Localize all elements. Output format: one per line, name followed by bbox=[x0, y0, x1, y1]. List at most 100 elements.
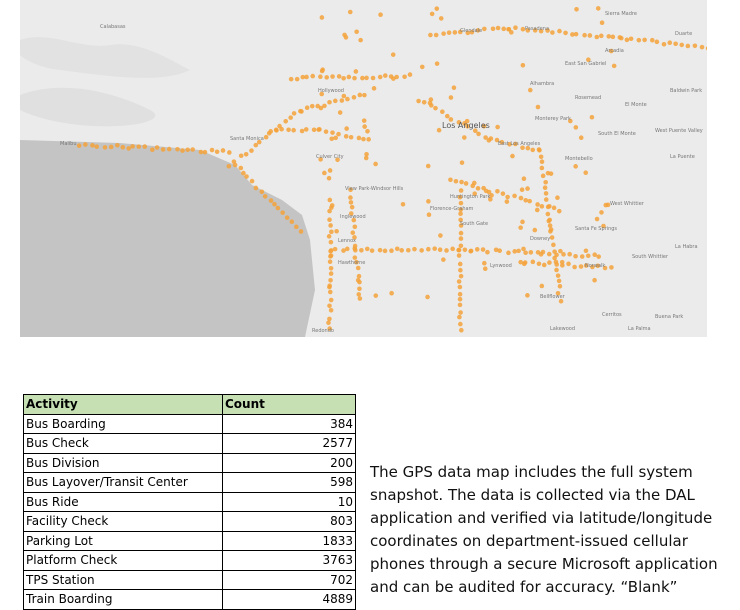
gps-dot bbox=[539, 204, 545, 209]
gps-dot bbox=[539, 165, 545, 171]
gps-dot bbox=[357, 296, 363, 301]
gps-dot bbox=[602, 265, 608, 271]
gps-dot bbox=[275, 205, 281, 211]
gps-dot bbox=[551, 242, 556, 248]
gps-dot bbox=[462, 247, 468, 253]
gps-dot bbox=[525, 186, 530, 191]
gps-dot bbox=[419, 248, 424, 253]
gps-dot bbox=[274, 128, 279, 133]
gps-map: Calabasas Glendale Pasadena Sierra Madre Dua… bbox=[20, 0, 707, 337]
gps-dot bbox=[437, 247, 443, 253]
gps-dot bbox=[348, 187, 353, 193]
gps-dot bbox=[611, 63, 617, 69]
count-cell: 4889 bbox=[222, 589, 356, 610]
gps-dot bbox=[253, 142, 259, 148]
gps-dot bbox=[329, 136, 335, 142]
gps-dot bbox=[355, 277, 361, 283]
gps-dot bbox=[457, 291, 463, 297]
place-label: Downey bbox=[530, 236, 550, 242]
gps-dot bbox=[198, 149, 204, 155]
gps-dot bbox=[327, 316, 332, 322]
gps-dot bbox=[326, 175, 332, 181]
place-label: Lynwood bbox=[490, 263, 512, 269]
gps-dot bbox=[249, 148, 254, 153]
gps-dot bbox=[567, 118, 573, 124]
place-label: East San Gabriel bbox=[565, 61, 606, 67]
place-label: Rosemead bbox=[575, 95, 601, 101]
place-label: Santa Fe Springs bbox=[575, 226, 617, 232]
gps-dot bbox=[525, 145, 531, 151]
gps-dot bbox=[459, 327, 464, 333]
gps-dot bbox=[166, 146, 172, 152]
gps-dot bbox=[425, 163, 431, 169]
gps-dot bbox=[509, 30, 514, 35]
gps-dot bbox=[428, 32, 433, 38]
place-label: Hawthorne bbox=[338, 260, 365, 266]
gps-dot bbox=[624, 37, 630, 43]
activity-cell: TPS Station bbox=[23, 569, 223, 590]
gps-dot bbox=[493, 247, 499, 253]
gps-dot bbox=[441, 31, 446, 36]
header-cell: Count bbox=[222, 394, 356, 415]
activity-cell: Platform Check bbox=[23, 550, 223, 571]
gps-dot bbox=[528, 250, 534, 255]
gps-dot bbox=[175, 146, 180, 152]
description: The GPS data map includes the full syste… bbox=[370, 461, 718, 599]
gps-dot bbox=[489, 193, 494, 198]
place-label: Montebello bbox=[565, 156, 593, 162]
gps-dot bbox=[328, 307, 334, 313]
gps-dot bbox=[654, 39, 660, 45]
gps-dot bbox=[284, 215, 290, 220]
gps-dot bbox=[102, 145, 108, 150]
gps-dot bbox=[425, 294, 430, 300]
place-label: Baldwin Park bbox=[670, 88, 702, 94]
gps-dot bbox=[510, 153, 515, 159]
gps-dot bbox=[472, 191, 477, 196]
gps-dot bbox=[316, 127, 322, 132]
gps-dot bbox=[543, 179, 548, 185]
gps-dot bbox=[358, 37, 363, 43]
gps-dot bbox=[328, 239, 334, 245]
table-row: TPS Station 702 bbox=[23, 569, 356, 590]
gps-dot bbox=[465, 124, 470, 129]
table-row: Parking Lot 1833 bbox=[23, 530, 356, 551]
gps-dot bbox=[190, 147, 195, 152]
gps-dot bbox=[520, 219, 525, 225]
gps-dot bbox=[539, 283, 545, 289]
gps-dot bbox=[330, 130, 335, 135]
gps-dot bbox=[567, 251, 572, 257]
gps-dot bbox=[605, 202, 611, 208]
gps-dot bbox=[327, 217, 332, 223]
gps-dot bbox=[407, 72, 413, 77]
gps-dot bbox=[475, 186, 481, 191]
gps-dot bbox=[548, 227, 554, 232]
gps-dot bbox=[554, 267, 559, 273]
count-cell: 803 bbox=[222, 511, 356, 532]
gps-dot bbox=[458, 236, 464, 241]
activity-table: Activity Count Bus Boarding 384 Bus Check 2… bbox=[23, 394, 356, 610]
gps-dot bbox=[679, 42, 685, 48]
gps-dot bbox=[636, 37, 642, 43]
gps-dot bbox=[542, 185, 548, 191]
gps-dot bbox=[280, 210, 285, 215]
gps-dot bbox=[472, 128, 478, 133]
gps-dot bbox=[546, 218, 552, 224]
gps-dot bbox=[559, 259, 565, 265]
gps-dot bbox=[319, 91, 325, 97]
place-label: Los Angeles bbox=[442, 121, 490, 130]
gps-dot bbox=[521, 176, 527, 182]
gps-dot bbox=[322, 103, 327, 109]
place-label: Arcadia bbox=[605, 48, 624, 54]
gps-dot bbox=[458, 321, 463, 327]
gps-dot bbox=[490, 26, 496, 32]
gps-dot bbox=[448, 95, 454, 100]
gps-dot bbox=[369, 248, 375, 253]
gps-dot bbox=[507, 141, 512, 147]
activity-cell: Train Boarding bbox=[23, 589, 223, 610]
count-cell: 1833 bbox=[222, 530, 356, 551]
gps-dot bbox=[519, 187, 525, 193]
text-line: coordinates on department-issued cellula… bbox=[370, 532, 688, 550]
gps-dot bbox=[555, 273, 561, 278]
table-row: Facility Check 803 bbox=[23, 511, 356, 532]
gps-dot bbox=[456, 120, 462, 125]
